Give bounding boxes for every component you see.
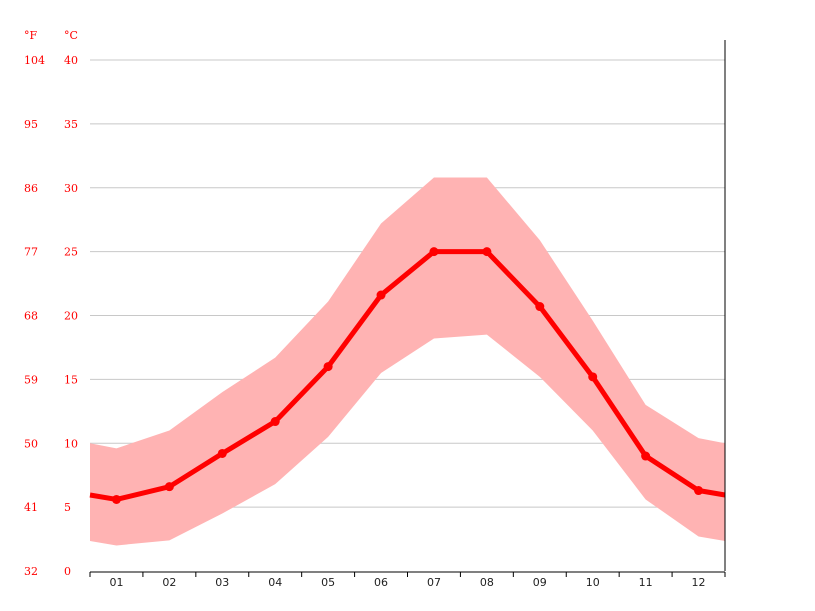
x-tick-label: 09 [533, 576, 547, 589]
x-tick-label: 10 [586, 576, 600, 589]
data-point [217, 448, 227, 458]
data-point [482, 247, 492, 257]
y-tick-label-celsius: 35 [64, 118, 78, 131]
y-tick-label-fahrenheit: 95 [24, 118, 38, 131]
x-tick-label: 05 [321, 576, 335, 589]
y-tick-label-celsius: 5 [64, 501, 71, 514]
data-point [535, 302, 545, 312]
y-tick-label-celsius: 40 [64, 54, 78, 67]
x-tick-label: 12 [692, 576, 706, 589]
y-tick-label-fahrenheit: 77 [24, 246, 38, 259]
x-tick-label: 07 [427, 576, 441, 589]
average-temperature-line [89, 249, 726, 502]
data-point [429, 247, 439, 257]
unit-label-fahrenheit: °F [24, 29, 38, 42]
data-point [376, 290, 386, 300]
data-point [111, 494, 121, 504]
temperature-range-band [90, 177, 725, 546]
y-tick-label-celsius: 0 [64, 565, 71, 578]
data-point [270, 417, 280, 427]
y-tick-label-fahrenheit: 68 [24, 310, 38, 323]
data-point [323, 362, 333, 372]
data-point [588, 372, 598, 382]
x-tick-label: 08 [480, 576, 494, 589]
data-point [164, 482, 174, 492]
data-point [641, 451, 651, 461]
x-tick-label: 01 [109, 576, 123, 589]
y-tick-label-celsius: 10 [64, 437, 78, 450]
y-tick-label-fahrenheit: 104 [24, 54, 45, 67]
x-tick-label: 03 [215, 576, 229, 589]
x-tick-label: 04 [268, 576, 282, 589]
y-tick-label-celsius: 15 [64, 373, 78, 386]
x-tick-label: 02 [162, 576, 176, 589]
y-tick-label-fahrenheit: 41 [24, 501, 38, 514]
y-tick-label-fahrenheit: 86 [24, 182, 38, 195]
x-tick-label: 11 [639, 576, 653, 589]
data-point [694, 486, 704, 496]
y-tick-label-fahrenheit: 59 [24, 373, 38, 386]
y-tick-label-fahrenheit: 32 [24, 565, 38, 578]
y-tick-label-celsius: 25 [64, 246, 78, 259]
y-tick-label-fahrenheit: 50 [24, 437, 38, 450]
y-tick-label-celsius: 20 [64, 310, 78, 323]
y-tick-label-celsius: 30 [64, 182, 78, 195]
x-tick-label: 06 [374, 576, 388, 589]
unit-label-celsius: °C [64, 29, 78, 42]
